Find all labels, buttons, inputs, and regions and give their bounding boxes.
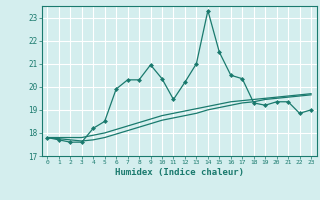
X-axis label: Humidex (Indice chaleur): Humidex (Indice chaleur) bbox=[115, 168, 244, 177]
